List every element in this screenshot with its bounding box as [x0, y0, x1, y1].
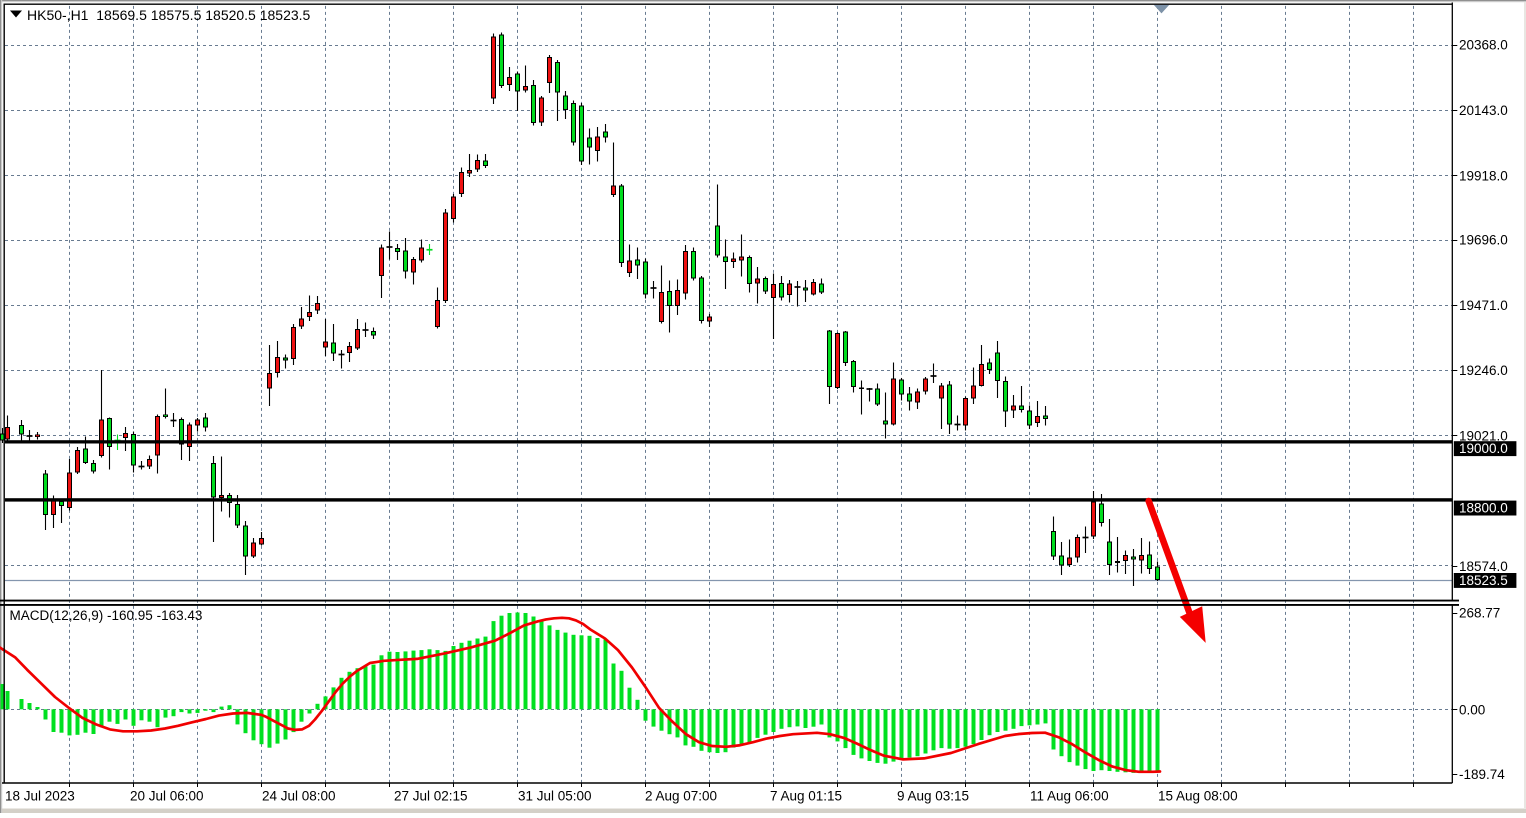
svg-text:20368.0: 20368.0 — [1459, 38, 1508, 53]
svg-text:18574.0: 18574.0 — [1459, 559, 1508, 574]
svg-text:19471.0: 19471.0 — [1459, 298, 1508, 313]
svg-text:27 Jul 02:15: 27 Jul 02:15 — [394, 789, 468, 804]
svg-text:268.77: 268.77 — [1459, 606, 1500, 621]
svg-text:7 Aug 01:15: 7 Aug 01:15 — [770, 789, 842, 804]
svg-text:2 Aug 07:00: 2 Aug 07:00 — [645, 789, 717, 804]
svg-text:18 Jul 2023: 18 Jul 2023 — [5, 789, 75, 804]
svg-text:0.00: 0.00 — [1459, 702, 1485, 717]
svg-text:19696.0: 19696.0 — [1459, 233, 1508, 248]
svg-text:11 Aug 06:00: 11 Aug 06:00 — [1030, 789, 1109, 804]
svg-text:MACD(12,26,9) -160.95 -163.43: MACD(12,26,9) -160.95 -163.43 — [10, 608, 203, 623]
svg-text:24 Jul 08:00: 24 Jul 08:00 — [262, 789, 336, 804]
svg-text:9 Aug 03:15: 9 Aug 03:15 — [897, 789, 969, 804]
svg-text:18800.0: 18800.0 — [1459, 500, 1508, 515]
svg-text:15 Aug 08:00: 15 Aug 08:00 — [1158, 789, 1238, 804]
svg-text:19000.0: 19000.0 — [1459, 441, 1508, 456]
svg-text:20143.0: 20143.0 — [1459, 103, 1508, 118]
svg-text:19918.0: 19918.0 — [1459, 168, 1508, 183]
svg-text:19021.0: 19021.0 — [1459, 428, 1508, 443]
svg-text:HK50-,H1 18569.5 18575.5 1852: HK50-,H1 18569.5 18575.5 18520.5 18523.5 — [27, 7, 311, 23]
svg-text:31 Jul 05:00: 31 Jul 05:00 — [518, 789, 592, 804]
svg-text:19246.0: 19246.0 — [1459, 363, 1508, 378]
svg-text:18523.5: 18523.5 — [1459, 573, 1508, 588]
svg-text:20 Jul 06:00: 20 Jul 06:00 — [130, 789, 204, 804]
svg-text:-189.74: -189.74 — [1459, 767, 1505, 782]
